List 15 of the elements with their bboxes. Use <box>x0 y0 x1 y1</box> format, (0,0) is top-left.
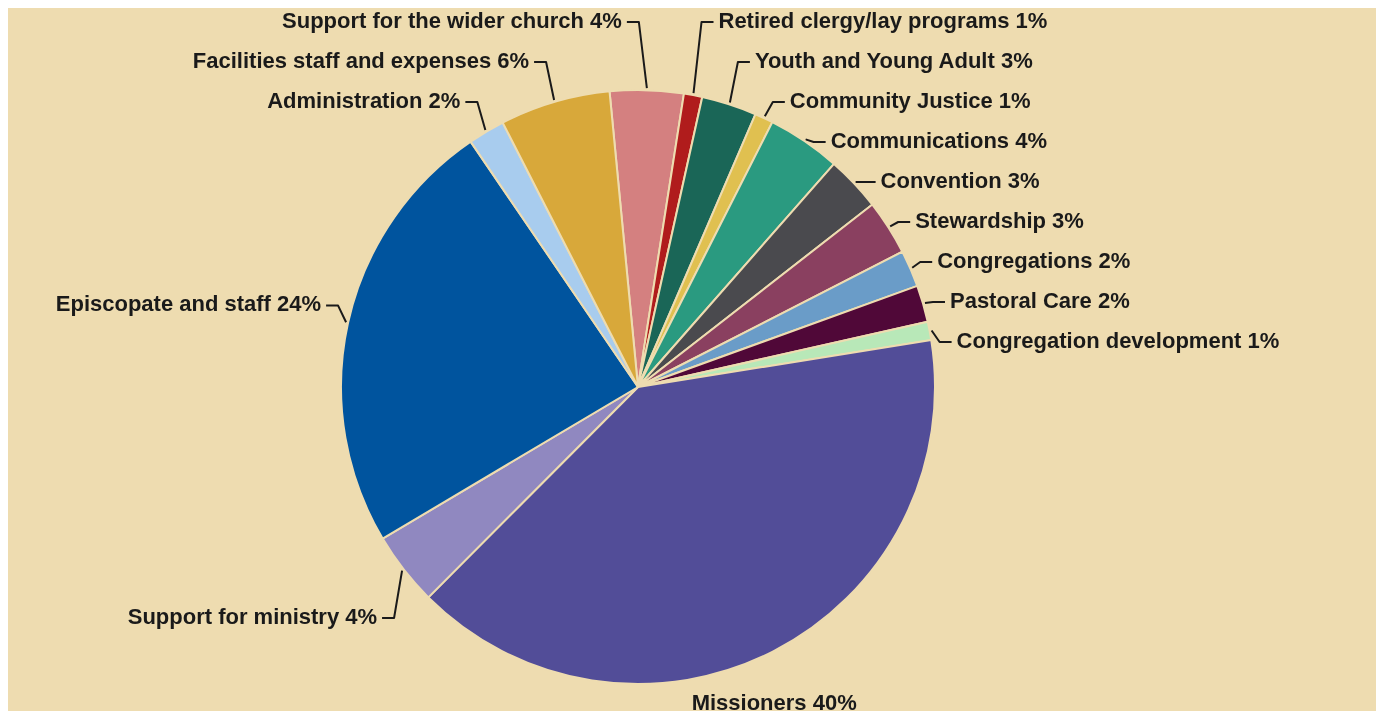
slice-label: Communications 4% <box>830 127 1048 153</box>
slice-label: Retired clergy/lay programs 1% <box>718 7 1048 33</box>
slice-label: Community Justice 1% <box>789 87 1031 113</box>
slice-label: Administration 2% <box>267 87 461 113</box>
slice-label: Facilities staff and expenses 6% <box>192 47 530 73</box>
slice-label: Convention 3% <box>880 167 1040 193</box>
slice-label: Stewardship 3% <box>915 207 1084 233</box>
slice-label: Support for the wider church 4% <box>282 7 622 33</box>
slice-label: Support for ministry 4% <box>127 603 378 629</box>
slice-label: Missioners 40% <box>691 689 857 715</box>
slice-label: Congregation development 1% <box>956 327 1280 353</box>
slice-label: Congregations 2% <box>937 247 1131 273</box>
slice-label: Pastoral Care 2% <box>949 287 1130 313</box>
slice-label: Youth and Young Adult 3% <box>754 47 1033 73</box>
slice-label: Episcopate and staff 24% <box>55 291 322 317</box>
